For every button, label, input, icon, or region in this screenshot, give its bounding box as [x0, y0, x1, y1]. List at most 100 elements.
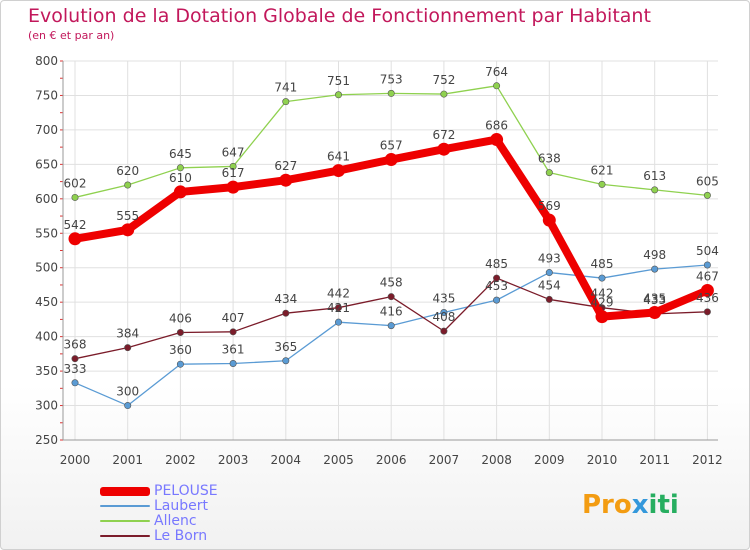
data-label-le-born: 458 — [380, 276, 403, 290]
data-label-pelouse: 672 — [432, 128, 455, 142]
data-point-allenc — [545, 169, 553, 177]
x-tick-label: 2010 — [587, 453, 618, 467]
data-label-allenc: 602 — [64, 176, 87, 190]
data-label-allenc: 605 — [696, 174, 719, 188]
data-point-laubert — [598, 274, 606, 282]
data-label-laubert: 416 — [380, 305, 403, 319]
data-label-laubert: 361 — [222, 343, 245, 357]
data-label-laubert: 453 — [485, 279, 508, 293]
data-label-pelouse: 627 — [274, 159, 297, 173]
data-label-allenc: 638 — [538, 152, 561, 166]
data-point-le-born — [703, 308, 711, 316]
y-tick-label: 550 — [35, 226, 58, 240]
y-tick-label: 500 — [35, 261, 58, 275]
data-point-le-born — [440, 327, 448, 335]
proxiti-logo: Proxiti — [582, 490, 679, 520]
data-label-allenc: 621 — [591, 163, 614, 177]
data-label-le-born: 485 — [485, 257, 508, 271]
data-point-le-born — [124, 344, 132, 352]
legend-label-le-born: Le Born — [154, 528, 208, 544]
data-point-pelouse — [226, 180, 240, 194]
data-point-le-born — [334, 304, 342, 312]
legend-swatch-allenc — [100, 520, 150, 522]
data-point-allenc — [493, 82, 501, 90]
data-point-le-born — [387, 293, 395, 301]
legend-item-pelouse: PELOUSE — [100, 484, 218, 499]
data-label-pelouse: 686 — [485, 119, 508, 133]
legend-item-le-born: Le Born — [100, 529, 218, 544]
y-tick-label: 450 — [35, 295, 58, 309]
data-label-laubert: 493 — [538, 252, 561, 266]
chart-subtitle: (en € et par an) — [28, 29, 115, 42]
data-point-allenc — [334, 91, 342, 99]
data-label-laubert: 300 — [116, 385, 139, 399]
data-label-laubert: 504 — [696, 244, 719, 258]
data-point-laubert — [651, 265, 659, 273]
y-tick-label: 650 — [35, 157, 58, 171]
data-label-le-born: 384 — [116, 327, 139, 341]
data-point-pelouse — [542, 213, 556, 227]
data-label-pelouse: 467 — [696, 269, 719, 283]
data-point-pelouse — [279, 173, 293, 187]
data-point-laubert — [387, 322, 395, 330]
x-tick-label: 2006 — [376, 453, 407, 467]
y-tick-label: 250 — [35, 433, 58, 447]
legend-swatch-pelouse — [100, 486, 150, 496]
data-point-allenc — [651, 186, 659, 194]
data-point-le-born — [282, 309, 290, 317]
y-tick-label: 800 — [35, 54, 58, 68]
data-label-le-born: 454 — [538, 278, 561, 292]
data-point-pelouse — [595, 310, 609, 324]
x-tick-label: 2009 — [534, 453, 565, 467]
data-label-pelouse: 429 — [591, 296, 614, 310]
chart-title: Evolution de la Dotation Globale de Fonc… — [28, 5, 651, 27]
data-label-allenc: 645 — [169, 147, 192, 161]
legend-label-laubert: Laubert — [154, 498, 208, 514]
data-label-laubert: 360 — [169, 343, 192, 357]
data-label-laubert: 421 — [327, 301, 350, 315]
legend-item-laubert: Laubert — [100, 499, 218, 514]
data-point-le-born — [176, 329, 184, 337]
data-point-le-born — [545, 295, 553, 303]
x-tick-label: 2011 — [639, 453, 670, 467]
legend-swatch-laubert — [100, 505, 150, 507]
data-point-allenc — [71, 193, 79, 201]
data-label-allenc: 741 — [274, 81, 297, 95]
data-label-allenc: 753 — [380, 72, 403, 86]
x-tick-label: 2012 — [692, 453, 723, 467]
data-point-laubert — [176, 360, 184, 368]
data-label-pelouse: 569 — [538, 199, 561, 213]
data-point-pelouse — [121, 223, 135, 237]
data-label-laubert: 333 — [64, 362, 87, 376]
data-point-laubert — [440, 309, 448, 317]
y-tick-label: 700 — [35, 123, 58, 137]
legend-label-allenc: Allenc — [154, 513, 197, 529]
data-label-pelouse: 641 — [327, 150, 350, 164]
x-tick-label: 2002 — [165, 453, 196, 467]
data-label-le-born: 368 — [64, 338, 87, 352]
data-point-allenc — [229, 162, 237, 170]
data-label-laubert: 498 — [643, 248, 666, 262]
data-point-pelouse — [68, 232, 82, 246]
legend-swatch-le-born — [100, 535, 150, 537]
x-tick-label: 2001 — [112, 453, 143, 467]
y-tick-label: 350 — [35, 364, 58, 378]
data-point-pelouse — [332, 164, 345, 178]
y-tick-label: 400 — [35, 330, 58, 344]
data-point-allenc — [176, 164, 184, 172]
data-point-pelouse — [384, 153, 398, 167]
data-point-pelouse — [437, 142, 451, 156]
data-label-pelouse: 610 — [169, 171, 192, 185]
data-label-allenc: 620 — [116, 164, 139, 178]
data-point-laubert — [545, 269, 553, 277]
data-label-laubert: 365 — [274, 340, 297, 354]
data-label-le-born: 436 — [696, 291, 719, 305]
data-label-le-born: 434 — [274, 292, 297, 306]
y-tick-label: 600 — [35, 192, 58, 206]
data-label-pelouse: 435 — [643, 292, 666, 306]
x-tick-label: 2000 — [60, 453, 91, 467]
x-tick-label: 2004 — [271, 453, 302, 467]
legend-label-pelouse: PELOUSE — [154, 483, 218, 499]
x-tick-label: 2007 — [429, 453, 460, 467]
